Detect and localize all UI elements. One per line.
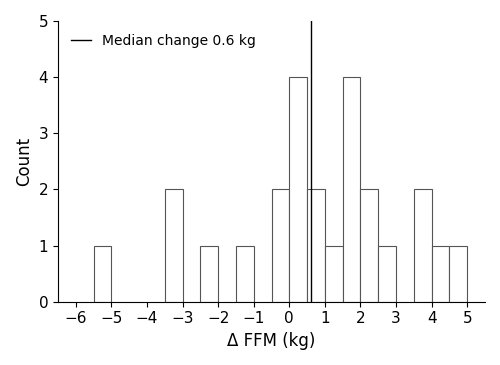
Bar — [342, 77, 360, 302]
Bar — [378, 246, 396, 302]
Bar — [325, 246, 342, 302]
X-axis label: Δ FFM (kg): Δ FFM (kg) — [228, 332, 316, 350]
Bar — [360, 189, 378, 302]
Bar — [414, 189, 432, 302]
Bar — [307, 189, 325, 302]
Bar — [236, 246, 254, 302]
Bar — [200, 246, 218, 302]
Y-axis label: Count: Count — [15, 137, 33, 186]
Bar — [272, 189, 289, 302]
Bar — [450, 246, 467, 302]
Bar — [165, 189, 182, 302]
Bar — [94, 246, 112, 302]
Bar — [290, 77, 307, 302]
Bar — [432, 246, 450, 302]
Legend: Median change 0.6 kg: Median change 0.6 kg — [65, 28, 262, 53]
